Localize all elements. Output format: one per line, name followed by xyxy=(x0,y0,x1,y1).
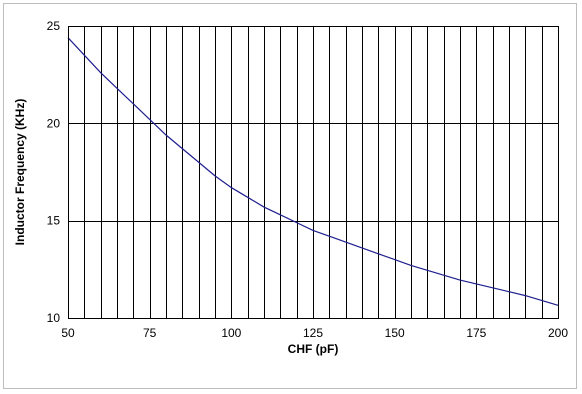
x-tick-label: 100 xyxy=(221,326,241,340)
plot-border xyxy=(68,26,559,319)
series-line-0 xyxy=(67,37,559,306)
x-tick-label: 200 xyxy=(548,326,568,340)
y-axis-title: Inductor Frequency (KHz) xyxy=(13,99,27,246)
x-tick-label: 125 xyxy=(303,326,323,340)
grid xyxy=(68,26,559,319)
tick-labels: 50 75 100 125 150 175 200 10 15 20 25 xyxy=(47,19,569,340)
y-tick-label: 15 xyxy=(47,214,61,228)
y-tick-label: 25 xyxy=(47,19,61,33)
chart-frame xyxy=(3,3,577,389)
x-tick-label: 50 xyxy=(61,326,75,340)
y-tick-label: 10 xyxy=(47,311,61,325)
x-axis-title: CHF (pF) xyxy=(288,342,339,356)
x-tick-label: 175 xyxy=(466,326,486,340)
x-tick-label: 150 xyxy=(385,326,405,340)
y-tick-label: 20 xyxy=(47,116,61,130)
series-layer xyxy=(67,37,559,306)
x-tick-label: 75 xyxy=(143,326,157,340)
